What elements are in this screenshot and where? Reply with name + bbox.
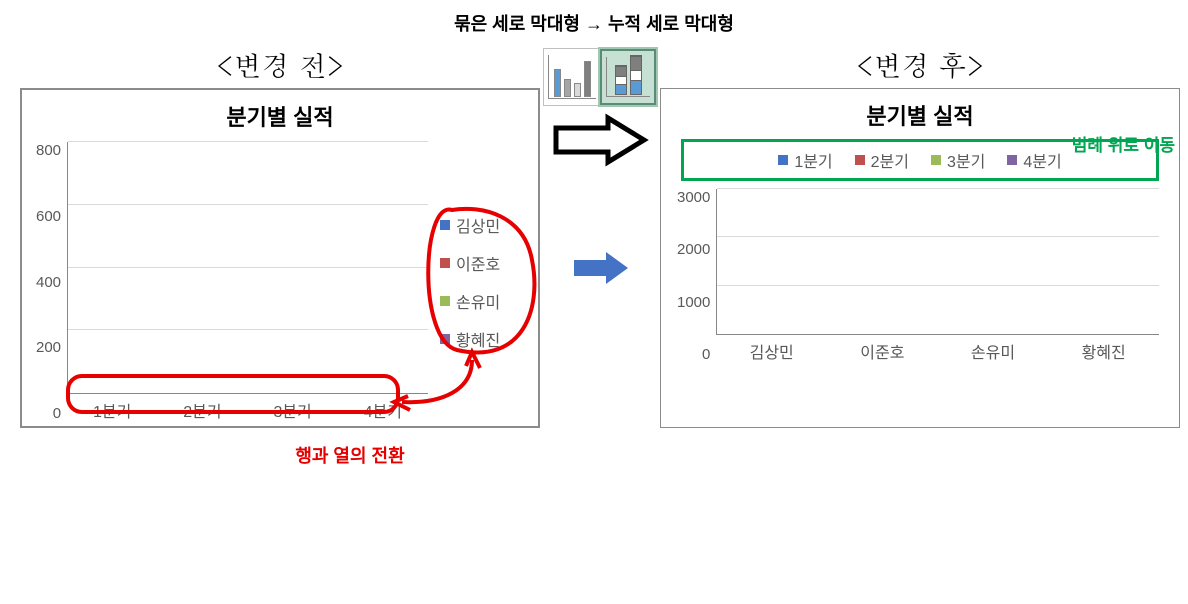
x-tick-label: 3분기 [273,398,311,422]
legend-label: 4분기 [1023,148,1061,172]
chart-type-picker [543,48,657,106]
x-tick-label: 1분기 [93,398,131,422]
x-tick-label: 4분기 [364,398,402,422]
before-plot-area [67,142,428,394]
after-column: <변경 후> 분기별 실적 1분기 2분기 3분기 4분기 3000 2000 1000 0… [660,44,1180,428]
after-chart-box: 분기별 실적 1분기 2분기 3분기 4분기 3000 2000 1000 0 김상민 이준호… [660,88,1180,428]
clustered-chart: 800 600 400 200 0 1분기 2분기 3분기 4분기 김상민이준호손유미황혜진 [22,136,538,428]
legend-item: 손유미 [440,289,528,313]
after-chart-title: 분기별 실적 [661,89,1179,135]
legend-swatch [440,220,450,230]
chart-type-clustered-icon[interactable] [544,49,600,105]
legend-label: 황혜진 [456,327,500,351]
legend-swatch [440,296,450,306]
stacked-chart: 3000 2000 1000 0 김상민 이준호 손유미 황혜진 [661,189,1179,369]
legend-label: 김상민 [456,213,500,237]
legend-item: 1분기 [778,148,832,172]
legend-swatch [931,155,941,165]
legend-item: 2분기 [855,148,909,172]
before-label: <변경 전> [216,44,344,84]
x-tick-label: 김상민 [750,339,794,363]
blue-arrow-icon [570,248,630,288]
legend-swatch [778,155,788,165]
before-x-labels: 1분기 2분기 3분기 4분기 [67,394,428,422]
y-tick-label: 2000 [677,241,710,258]
legend-label: 3분기 [947,148,985,172]
legend-swatch [855,155,865,165]
before-column: <변경 전> 분기별 실적 800 600 400 200 0 1분기 2분기 3분기 4분기… [20,44,540,468]
after-y-axis: 3000 2000 1000 0 [677,189,716,363]
middle-column [550,44,650,288]
legend-label: 손유미 [456,289,500,313]
legend-item: 황혜진 [440,327,528,351]
legend-label: 2분기 [871,148,909,172]
y-tick-label: 600 [36,208,61,225]
main-row: <변경 전> 분기별 실적 8006004002000 1분기2분기3분기4분기… [20,44,1168,468]
legend-swatch [440,258,450,268]
after-x-labels: 김상민 이준호 손유미 황혜진 [716,335,1159,363]
y-tick-label: 400 [36,274,61,291]
y-tick-label: 1000 [677,294,710,311]
y-tick-label: 200 [36,339,61,356]
after-label: <변경 후> [856,44,984,84]
y-tick-label: 0 [53,405,61,422]
legend-swatch [1007,155,1017,165]
x-tick-label: 손유미 [971,339,1015,363]
before-chart-title: 분기별 실적 [22,90,538,136]
before-legend: 김상민이준호손유미황혜진 [428,142,528,422]
legend-label: 이준호 [456,251,500,275]
x-tick-label: 2분기 [183,398,221,422]
y-tick-label: 3000 [677,189,710,206]
top-caption: 묶은 세로 막대형 → 누적 세로 막대형 [20,10,1168,36]
legend-item: 김상민 [440,213,528,237]
y-tick-label: 800 [36,142,61,159]
legend-item: 이준호 [440,251,528,275]
y-tick-label: 0 [702,346,710,363]
x-tick-label: 이준호 [860,339,904,363]
row-col-swap-note: 행과 열의 전환 [155,442,404,468]
legend-move-note: 범례 위로 이동 [1072,131,1175,156]
legend-item: 4분기 [1007,148,1061,172]
x-tick-label: 황혜진 [1082,339,1126,363]
legend-swatch [440,334,450,344]
legend-item: 3분기 [931,148,985,172]
before-y-axis: 800 600 400 200 0 [36,142,67,422]
legend-label: 1분기 [794,148,832,172]
after-plot-area [716,189,1159,335]
before-chart-box: 분기별 실적 800 600 400 200 0 1분기 2분기 3분기 4분기 김상민이준호… [20,88,540,428]
chart-type-stacked-icon[interactable] [600,49,656,105]
black-arrow-icon [550,112,650,168]
